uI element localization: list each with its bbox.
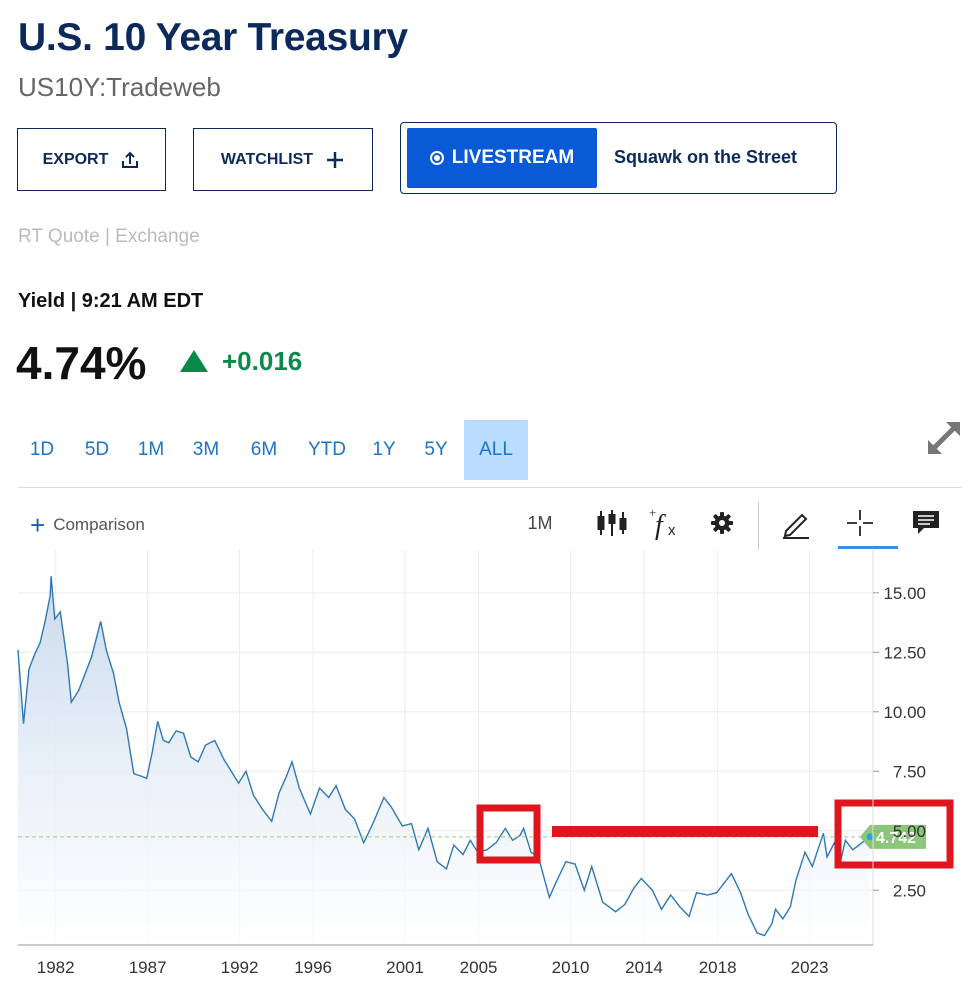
livestream-button[interactable]: LIVESTREAM [407,128,597,188]
quote-source: RT Quote | Exchange [18,226,200,247]
interval-selector[interactable]: 1M [527,512,553,533]
draw-button[interactable] [776,502,816,544]
watchlist-button[interactable]: WATCHLIST [193,128,373,191]
price-change: +0.016 [222,346,303,376]
x-tick-label: 2018 [699,958,737,977]
x-tick-label: 2014 [625,958,663,977]
comparison-plus-icon: + [30,510,46,540]
expand-icon[interactable] [924,418,964,458]
svg-text:+: + [649,506,656,520]
svg-text:f: f [655,510,666,540]
y-tick-label: 15.00 [883,584,926,603]
plus-icon [327,151,344,168]
toolbar-separator [758,502,759,550]
y-tick-label: 7.50 [893,762,926,781]
symbol-subtitle: US10Y:Tradeweb [18,72,221,102]
x-tick-label: 2005 [460,958,498,977]
range-ytd[interactable]: YTD [308,439,346,460]
comment-icon [913,511,939,534]
active-tool-indicator [838,546,898,549]
y-tick-label: 12.50 [883,643,926,662]
svg-text:x: x [668,522,676,539]
x-tick-label: 1996 [294,958,332,977]
export-label: EXPORT [42,150,109,168]
y-axis: 2.50 5.00 7.50 10.00 12.50 15.00 [873,584,926,900]
export-button[interactable]: EXPORT [17,128,166,191]
studies-button[interactable]: + f x [646,502,686,544]
last-value-label: 4.742 [876,830,916,847]
page-title: U.S. 10 Year Treasury [18,16,408,59]
livestream-box[interactable]: LIVESTREAM Squawk on the Street [400,122,837,194]
livestream-label: LIVESTREAM [451,147,575,168]
annotation-box-2007 [476,804,541,864]
x-tick-label: 2023 [791,958,829,977]
gear-icon [711,512,733,534]
y-tick-label: 10.00 [883,703,926,722]
up-arrow-icon [180,350,208,372]
range-5d[interactable]: 5D [84,439,110,460]
share-icon [122,151,139,168]
settings-button[interactable] [702,502,742,544]
crosshair-icon [847,510,873,536]
range-1d[interactable]: 1D [29,439,55,460]
last-price: 4.74% [16,337,147,389]
range-5y[interactable]: 5Y [424,439,448,460]
function-icon: + f x [649,506,676,540]
range-1m[interactable]: 1M [137,439,165,460]
x-axis: 1982 1987 1992 1996 2001 2005 2010 2014 2018 2023 [18,944,873,977]
series-line [17,576,870,937]
annotation-line [552,826,818,837]
watchlist-label: WATCHLIST [220,150,314,168]
range-1y[interactable]: 1Y [372,439,396,460]
series-area [18,576,870,945]
x-tick-label: 2001 [386,958,424,977]
crosshair-button[interactable] [840,502,880,544]
annotation-box-current [834,799,954,869]
range-6m[interactable]: 6M [250,439,278,460]
divider [18,487,962,488]
livestream-show[interactable]: Squawk on the Street [614,147,798,167]
x-tick-label: 1982 [37,958,75,977]
x-tick-label: 1992 [221,958,259,977]
x-tick-label: 2010 [552,958,590,977]
y-tick-label: 5.00 [893,822,926,841]
quote-label: Yield | 9:21 AM EDT [18,290,204,312]
live-radio-icon [429,151,444,165]
candlestick-icon [597,510,627,536]
pencil-icon [783,513,809,539]
range-all[interactable]: ALL [464,420,528,480]
comparison-button[interactable]: + Comparison [30,510,145,540]
annotation-button[interactable] [906,502,946,544]
y-tick-label: 2.50 [893,881,926,900]
x-tick-label: 1987 [129,958,167,977]
comparison-label: Comparison [53,515,145,534]
range-3m[interactable]: 3M [192,439,220,460]
candlestick-button[interactable] [592,502,632,544]
